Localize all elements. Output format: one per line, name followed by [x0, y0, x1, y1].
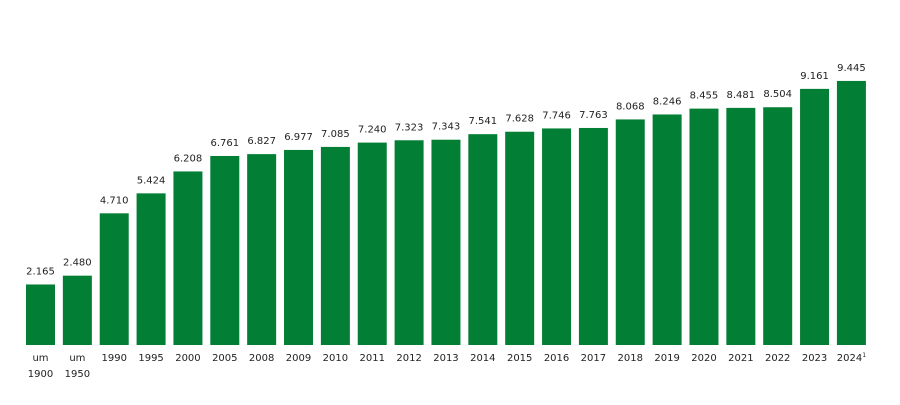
- category-label: 2005: [212, 353, 237, 364]
- value-label: 9.445: [837, 63, 866, 74]
- bar: [800, 88, 830, 345]
- value-label: 6.208: [174, 153, 203, 164]
- value-label: 6.977: [284, 132, 313, 143]
- category-label: um: [69, 353, 85, 364]
- bar: [505, 131, 535, 345]
- bar: [763, 107, 793, 345]
- bar: [284, 149, 314, 345]
- category-label: um: [32, 353, 48, 364]
- bar: [357, 142, 387, 345]
- footnote-marker: 1: [862, 352, 866, 359]
- value-label: 8.068: [616, 101, 645, 112]
- category-label: 20241: [837, 352, 866, 364]
- bar: [62, 275, 92, 345]
- bar: [431, 139, 461, 345]
- category-label: 2023: [802, 353, 827, 364]
- bar: [26, 284, 55, 345]
- value-label: 8.455: [690, 91, 719, 102]
- category-label: 1950: [65, 369, 90, 380]
- category-label: 2022: [765, 353, 790, 364]
- category-label: 2011: [360, 353, 385, 364]
- value-label: 8.246: [653, 96, 682, 107]
- category-label: 2008: [249, 353, 274, 364]
- bar: [468, 134, 498, 345]
- category-label: 2000: [175, 353, 200, 364]
- bar: [836, 80, 866, 346]
- category-label: 2017: [581, 353, 606, 364]
- bar: [652, 114, 682, 346]
- category-label: 1995: [138, 353, 163, 364]
- bar: [210, 155, 240, 345]
- value-label: 7.085: [321, 129, 350, 140]
- bar: [726, 107, 756, 346]
- category-label: 2014: [470, 353, 495, 364]
- value-label: 7.541: [468, 116, 497, 127]
- value-label: 8.504: [763, 89, 792, 100]
- category-label: 2021: [728, 353, 753, 364]
- value-label: 7.343: [432, 122, 461, 133]
- bar: [99, 213, 129, 345]
- bar: [615, 119, 645, 346]
- category-label: 2019: [654, 353, 679, 364]
- value-label: 2.165: [26, 266, 55, 277]
- bar: [247, 154, 277, 345]
- value-label: 4.710: [100, 195, 129, 206]
- value-label: 8.481: [727, 90, 756, 101]
- category-label: 2018: [618, 353, 643, 364]
- bar: [136, 193, 166, 345]
- bar: [578, 127, 608, 345]
- category-label: 2015: [507, 353, 532, 364]
- category-label: 2009: [286, 353, 311, 364]
- value-label: 6.761: [210, 138, 239, 149]
- category-label: 2013: [433, 353, 458, 364]
- bar: [689, 108, 719, 345]
- value-label: 7.323: [395, 122, 424, 133]
- value-label: 7.746: [542, 110, 571, 121]
- value-label: 9.161: [800, 71, 829, 82]
- bar: [542, 128, 572, 345]
- category-label: 2020: [691, 353, 716, 364]
- value-label: 7.628: [505, 114, 534, 125]
- value-label: 2.480: [63, 258, 92, 269]
- value-label: 7.763: [579, 110, 608, 121]
- value-label: 7.240: [358, 125, 387, 136]
- bar: [173, 171, 203, 345]
- value-label: 5.424: [137, 175, 166, 186]
- category-label: 2016: [544, 353, 569, 364]
- category-label: 1900: [28, 369, 53, 380]
- bar: [394, 140, 424, 345]
- category-label: 1990: [101, 353, 126, 364]
- category-label: 2012: [396, 353, 421, 364]
- value-label: 6.827: [247, 136, 276, 147]
- category-label: 2010: [323, 353, 348, 364]
- bar: [320, 146, 350, 345]
